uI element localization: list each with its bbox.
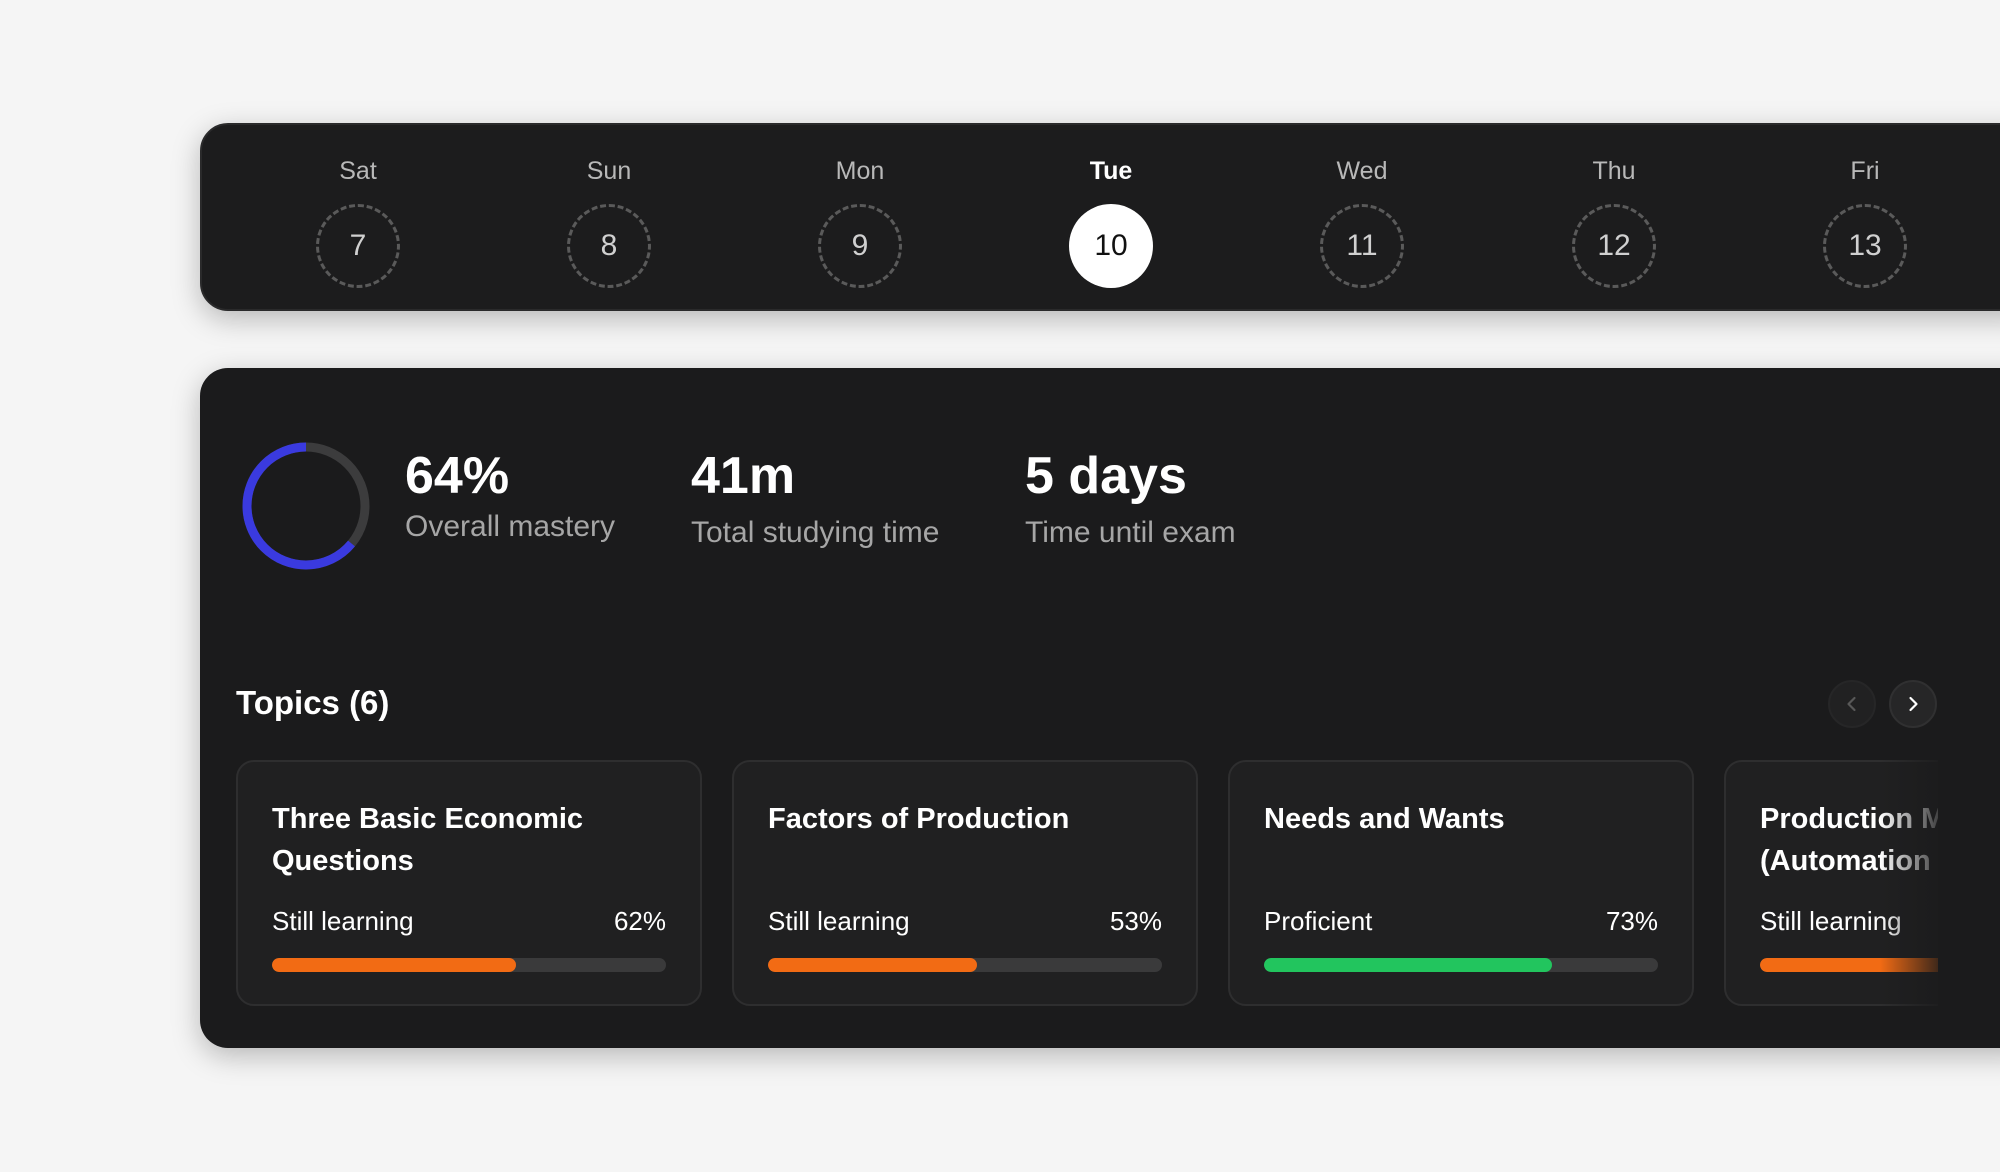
mastery-value: 64% (405, 447, 510, 505)
day-name: Wed (1336, 157, 1388, 185)
day-fri[interactable]: Fri 13 (1785, 125, 1945, 313)
topic-card[interactable]: Needs and Wants Proficient 73% (1228, 760, 1694, 1006)
day-sun[interactable]: Sun 8 (529, 125, 689, 313)
chevron-left-icon (1847, 696, 1856, 712)
day-name: Sat (339, 157, 377, 185)
mastery-ring-arc (242, 442, 370, 570)
topics-prev-button[interactable] (1828, 680, 1876, 728)
study-time-value: 41m (691, 447, 796, 505)
day-date-circle[interactable]: 13 (1823, 204, 1907, 288)
topic-title: Three Basic Economic Questions (272, 803, 584, 877)
topic-percent: 73% (1605, 906, 1658, 936)
day-name: Thu (1592, 157, 1636, 185)
topic-progress-fill (1760, 958, 1938, 972)
mastery-label: Overall mastery (405, 510, 616, 543)
topic-progress-fill (1264, 958, 1552, 972)
day-thu[interactable]: Thu 12 (1534, 125, 1694, 313)
topic-card[interactable]: Three Basic Economic Questions Still lea… (236, 760, 702, 1006)
day-name: Mon (835, 157, 885, 185)
topic-card[interactable]: Production M (Automation Still learning (1724, 760, 1938, 1006)
topic-status: Still learning (272, 906, 414, 936)
day-wed[interactable]: Wed 11 (1282, 125, 1442, 313)
topic-title: Factors of Production (768, 803, 1070, 835)
topic-progress-fill (272, 958, 517, 972)
exam-countdown-value: 5 days (1025, 447, 1187, 505)
day-date-circle-selected[interactable]: 10 (1069, 204, 1153, 288)
topic-status: Still learning (1760, 906, 1902, 936)
topic-percent: 53% (1109, 906, 1162, 936)
topic-percent: 62% (613, 906, 666, 936)
topic-status: Proficient (1264, 906, 1373, 936)
topic-progress-track (768, 958, 1162, 972)
exam-stat: 5 days Time until exam (1025, 446, 1236, 550)
day-date-circle[interactable]: 11 (1320, 204, 1404, 288)
topic-progress-track (1264, 958, 1658, 972)
day-date-circle[interactable]: 7 (316, 204, 400, 288)
day-tue[interactable]: Tue 10 (1031, 125, 1191, 313)
topic-progress-fill (768, 958, 977, 972)
topic-status: Still learning (768, 906, 910, 936)
overview-card: 64% Overall mastery 41m Total studying t… (200, 368, 2000, 1048)
mastery-stat: 64% Overall mastery (405, 446, 615, 544)
day-date-circle[interactable]: 8 (567, 204, 651, 288)
topics-carousel[interactable]: Three Basic Economic Questions Still lea… (236, 760, 1938, 1008)
topic-title: Production M (Automation (1760, 803, 1938, 877)
topic-progress-track (272, 958, 666, 972)
topic-progress-track (1760, 958, 1938, 972)
day-date-circle[interactable]: 9 (818, 204, 902, 288)
day-mon[interactable]: Mon 9 (780, 125, 940, 313)
study-time-label: Total studying time (691, 516, 940, 549)
day-sat[interactable]: Sat 7 (278, 125, 438, 313)
day-name: Sun (586, 157, 632, 185)
chevron-right-icon (1909, 696, 1918, 712)
day-date-circle[interactable]: 12 (1572, 204, 1656, 288)
day-name: Fri (1850, 157, 1880, 185)
mastery-ring (242, 442, 370, 570)
topic-title: Needs and Wants (1264, 803, 1505, 835)
week-calendar-bar: Sat 7 Sun 8 Mon 9 Tue 10 Wed 11 Thu 12 F… (200, 123, 2000, 311)
topics-next-button[interactable] (1889, 680, 1937, 728)
study-time-stat: 41m Total studying time (691, 446, 939, 550)
day-name-selected: Tue (1089, 157, 1133, 185)
exam-countdown-label: Time until exam (1025, 516, 1236, 549)
topics-heading: Topics (6) (236, 684, 390, 721)
topic-card[interactable]: Factors of Production Still learning 53% (732, 760, 1198, 1006)
